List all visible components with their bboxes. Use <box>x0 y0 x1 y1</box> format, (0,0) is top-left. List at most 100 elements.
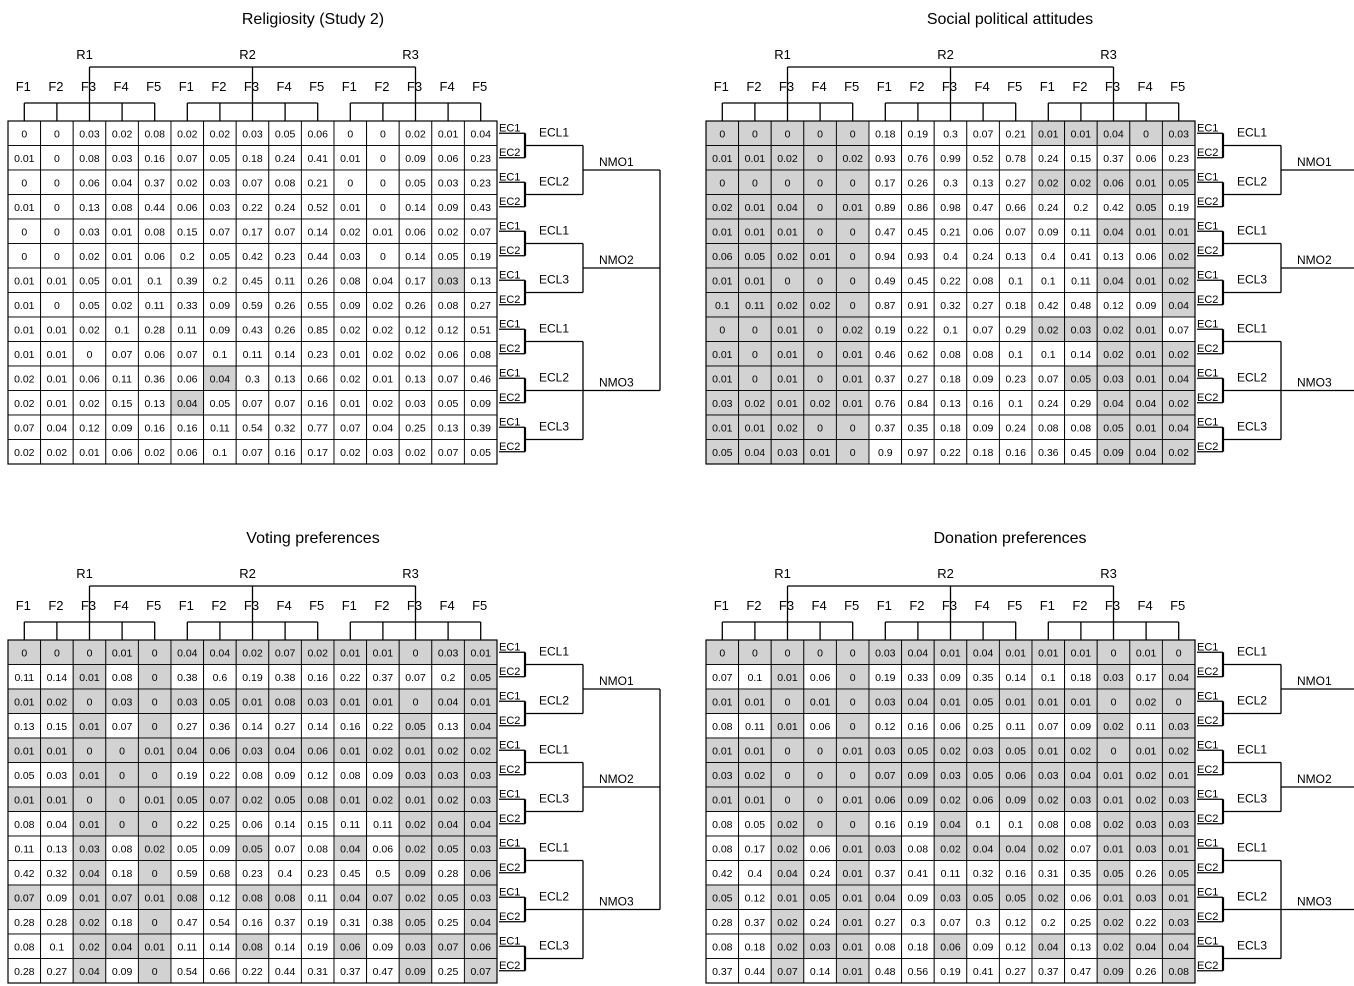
cell-value: 0.05 <box>275 794 296 806</box>
grid-cell <box>1096 860 1131 886</box>
cell-value: 0.35 <box>908 422 929 434</box>
cell-value: 0.04 <box>745 447 766 459</box>
grid-cell <box>366 169 400 195</box>
cell-value: 0.01 <box>1136 177 1157 189</box>
cell-value: 0.09 <box>973 422 994 434</box>
cell-value: 0 <box>719 647 725 659</box>
cell-value: 0.04 <box>373 422 394 434</box>
cell-value: 0.37 <box>745 917 766 929</box>
nmo-label: NMO1 <box>599 674 634 688</box>
cell-value: 0 <box>152 696 158 708</box>
cell-value: 0.4 <box>278 868 293 880</box>
grid-cell <box>966 145 1000 171</box>
fold-label: F4 <box>812 598 827 613</box>
fold-label: F2 <box>374 598 389 613</box>
grid-cell <box>803 884 837 910</box>
cell-value: 0.66 <box>1005 202 1026 214</box>
cell-value: 0.01 <box>777 398 798 410</box>
grid-cell <box>170 169 205 195</box>
cell-value: 0.07 <box>1038 721 1059 733</box>
cell-value: 0.04 <box>470 819 491 831</box>
grid-cell <box>170 120 205 146</box>
cell-value: 0.01 <box>777 349 798 361</box>
grid-cell <box>170 218 205 244</box>
cell-value: 0.04 <box>940 819 961 831</box>
cell-value: 0.01 <box>842 917 863 929</box>
cell-value: 0.01 <box>712 373 733 385</box>
cell-value: 0.06 <box>470 868 491 880</box>
grid-cell <box>72 835 107 861</box>
ec-label: EC2 <box>499 343 520 355</box>
cell-value: 0.17 <box>405 275 426 287</box>
cell-value: 0.06 <box>1005 770 1026 782</box>
cell-value: 0.03 <box>47 770 68 782</box>
grid-cell <box>1096 414 1131 440</box>
cell-value: 0.02 <box>177 128 198 140</box>
cell-value: 0.01 <box>79 892 100 904</box>
cluster-tree: EC1 EC2 EC1 EC2 EC1 EC2 EC1 EC2 EC1 EC2 EC1 EC2 EC1 E… <box>1197 122 1354 453</box>
region-label: R2 <box>239 566 256 581</box>
grid-cell <box>203 169 237 195</box>
cluster-tree: EC1 EC2 EC1 EC2 EC1 EC2 EC1 EC2 EC1 EC2 EC1 EC2 EC1 E… <box>1197 641 1354 972</box>
region-label: R2 <box>937 47 954 62</box>
cell-value: 0.09 <box>908 892 929 904</box>
grid-cell <box>170 316 205 342</box>
grid-cell <box>170 267 205 293</box>
cell-value: 0.12 <box>438 324 459 336</box>
region-label: R2 <box>937 566 954 581</box>
cell-value: 0.76 <box>908 153 929 165</box>
cell-value: 0.09 <box>908 794 929 806</box>
cell-value: 0 <box>1111 647 1117 659</box>
cell-value: 0 <box>752 324 758 336</box>
grid-cell <box>835 341 870 367</box>
grid-cell <box>431 243 465 269</box>
region-label: R3 <box>1100 47 1117 62</box>
cell-value: 0.02 <box>373 349 394 361</box>
grid-cell <box>398 762 433 788</box>
fold-label: F2 <box>909 598 924 613</box>
fold-label: F3 <box>1105 79 1120 94</box>
cell-value: 0.05 <box>210 153 231 165</box>
grid-cell <box>1064 909 1098 935</box>
cell-value: 0.03 <box>973 745 994 757</box>
grid-cell <box>72 958 107 984</box>
grid-cell <box>901 243 935 269</box>
cell-value: 0.01 <box>1038 696 1059 708</box>
cell-value: 0.25 <box>973 721 994 733</box>
cell-value: 0.19 <box>875 324 896 336</box>
cell-value: 0.2 <box>213 275 228 287</box>
grid-cell <box>966 169 1000 195</box>
cell-value: 0.04 <box>1103 398 1124 410</box>
cell-value: 0.02 <box>1168 447 1189 459</box>
ecl-label: ECL3 <box>539 791 569 805</box>
cell-value: 0.03 <box>112 153 133 165</box>
ecl-label: ECL3 <box>1237 419 1267 433</box>
grid-cell <box>137 365 172 391</box>
cell-value: 0.05 <box>470 672 491 684</box>
cell-value: 0 <box>54 128 60 140</box>
cell-value: 0.87 <box>875 300 896 312</box>
grid-cell <box>738 884 772 910</box>
cell-value: 0.05 <box>1103 868 1124 880</box>
cell-value: 0.14 <box>307 226 328 238</box>
cell-value: 0 <box>817 647 823 659</box>
cell-value: 0.03 <box>470 794 491 806</box>
cell-value: 0.11 <box>308 892 328 904</box>
cell-value: 0.08 <box>307 843 328 855</box>
nmo-label: NMO3 <box>1297 376 1332 390</box>
grid-cell <box>705 194 740 220</box>
cell-value: 0.05 <box>1005 892 1026 904</box>
ec-label: EC1 <box>499 837 520 849</box>
cell-value: 0.03 <box>1071 324 1092 336</box>
grid-cell <box>268 218 302 244</box>
cell-value: 0.62 <box>908 349 929 361</box>
cell-value: 0.03 <box>1168 128 1189 140</box>
cell-value: 0.08 <box>1038 819 1059 831</box>
cell-value: 0.06 <box>1136 153 1157 165</box>
cell-value: 0.37 <box>875 422 896 434</box>
grid-cell <box>1096 316 1131 342</box>
grid-cell <box>705 762 740 788</box>
grid-cell <box>170 639 205 665</box>
cell-value: 0.31 <box>340 917 361 929</box>
grid-cell <box>170 664 205 690</box>
